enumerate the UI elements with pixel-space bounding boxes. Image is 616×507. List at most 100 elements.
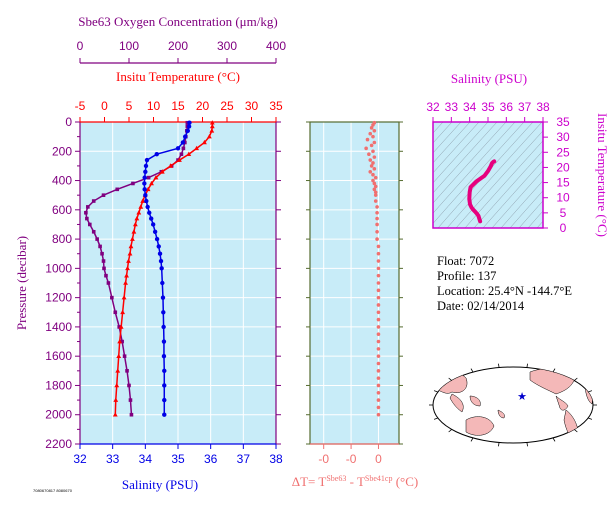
delta-point [376,347,381,351]
delta-point [376,251,381,256]
temperature-point [121,295,127,300]
delta-point [376,405,381,410]
delta-point [376,288,381,293]
ts-y-tick-label: 15 [556,176,570,190]
profile-series [84,120,215,417]
salinity-axis-title: Salinity (PSU) [122,477,198,492]
salinity-point [152,229,158,234]
temperature-tick-label: 10 [147,99,161,113]
ts-isopycnal-lines [433,122,543,228]
oxygen-point [100,251,104,256]
salinity-point [161,339,167,344]
salinity-point [180,140,186,145]
oxygen-point [117,325,121,329]
salinity-point [161,310,166,315]
oxygen-point [88,222,92,227]
isopycnal-line [433,122,525,224]
ts-x-tick-label: 33 [445,100,459,114]
salinity-point [161,324,166,330]
oxygen-point [84,210,88,215]
ts-line [467,159,497,224]
temperature-point [209,120,215,125]
delta-point [376,339,381,344]
map-tick [498,363,500,368]
world-map: ★ [429,363,597,447]
map-tick [526,363,528,368]
delta-point [364,146,368,151]
temperature-point [134,216,140,221]
salinity-point [154,236,160,242]
temperature-point [113,397,119,402]
temperature-point [159,169,165,174]
map-ticks [429,363,597,447]
map-tick [552,368,556,373]
temperature-tick-label: 30 [245,99,259,113]
delta-point [375,216,379,221]
oxygen-tick-label: 400 [266,39,286,53]
isopycnal-line [491,170,543,228]
delta-x-tick-label: 0 [375,452,382,466]
salinity-point [158,258,164,264]
isopycnal-line [433,122,462,154]
temperature-tick-label: 15 [171,99,185,113]
temperature-point [117,338,123,344]
oxygen-tick-label: 200 [168,39,188,53]
delta-point [376,361,381,366]
salinity-point [162,412,167,417]
oxygen-point [101,193,106,197]
delta-point [373,184,378,189]
delta-point [372,155,377,159]
oxygen-point [128,398,133,402]
delta-point [373,190,378,195]
delta-point [368,131,373,136]
isopycnal-line [433,122,489,184]
salinity-point [149,216,154,221]
salinity-point [159,266,164,271]
delta-point [376,354,381,358]
delta-point [376,295,381,300]
map-tick [433,390,438,393]
delta-point [371,134,375,139]
pressure-tick-label: 400 [52,174,72,188]
delta-point [371,161,375,165]
temperature-point [130,236,135,241]
delta-point [376,303,381,307]
delta-point [376,259,381,263]
pressure-tick-label: 1200 [45,291,72,305]
delta-point [372,167,377,171]
temperature-point [168,163,174,168]
float-number: Float: 7072 [437,254,494,268]
delta-point [372,187,377,192]
delta-point [376,369,381,373]
oxygen-point [181,146,186,151]
delta-point [376,398,381,402]
pressure-tick-label: 1600 [45,349,72,363]
map-tick [588,390,593,393]
delta-point [376,383,381,388]
salinity-tick-label: 36 [204,452,218,466]
salinity-tick-label: 35 [171,452,185,466]
delta-point [369,164,374,168]
temperature-tick-label: 5 [126,99,133,113]
delta-point [372,128,377,133]
salinity-point [143,192,148,198]
oxygen-point [176,158,180,162]
temperature-point [202,139,207,145]
temperature-point [136,210,142,215]
oxygen-tick-label: 100 [119,39,139,53]
delta-point [376,244,381,249]
delta-point [371,178,375,183]
delta-point [373,193,378,197]
salinity-point [143,169,148,174]
date: Date: 02/14/2014 [437,299,525,313]
float-info: Float: 7072 Profile: 137 Location: 25.4°… [437,254,572,313]
map-tick [433,417,438,420]
temperature-point [131,229,137,234]
delta-point [369,143,374,148]
oxygen-point [98,244,102,249]
delta-point [375,229,379,234]
delta-point [375,237,379,241]
delta-point [376,325,381,329]
pressure-tick-label: 1400 [45,320,72,334]
